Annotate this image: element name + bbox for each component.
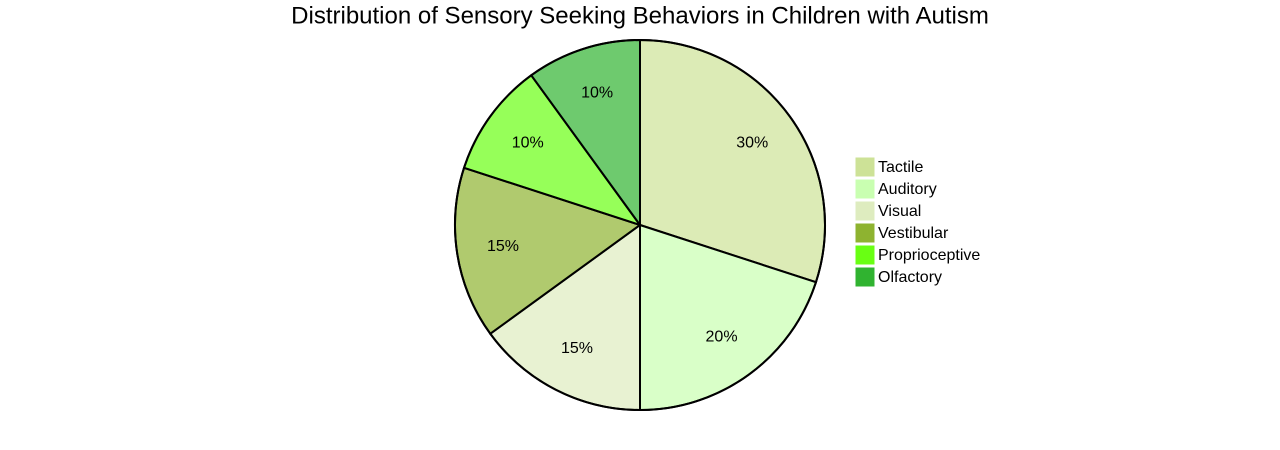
slice-label: 30% (736, 135, 768, 152)
legend-swatch (855, 179, 875, 199)
legend-swatch (855, 267, 875, 287)
legend-text: Olfactory (878, 269, 942, 286)
pie-outline (454, 39, 826, 411)
legend-swatch (855, 201, 875, 221)
slice-label: 20% (706, 328, 738, 345)
legend-text: Vestibular (878, 225, 949, 242)
legend-text: Auditory (878, 181, 937, 198)
slice-label: 10% (512, 135, 544, 152)
legend-text: Proprioceptive (878, 247, 980, 264)
slice-label: 15% (561, 340, 593, 357)
slice-label: 10% (581, 84, 613, 101)
legend-swatch (855, 223, 875, 243)
legend-swatch (855, 157, 875, 177)
legend-swatch (855, 245, 875, 265)
chart-title: Distribution of Sensory Seeking Behavior… (291, 2, 989, 29)
legend-text: Visual (878, 203, 921, 220)
slice-label: 15% (487, 238, 519, 255)
legend-text: Tactile (878, 159, 923, 176)
